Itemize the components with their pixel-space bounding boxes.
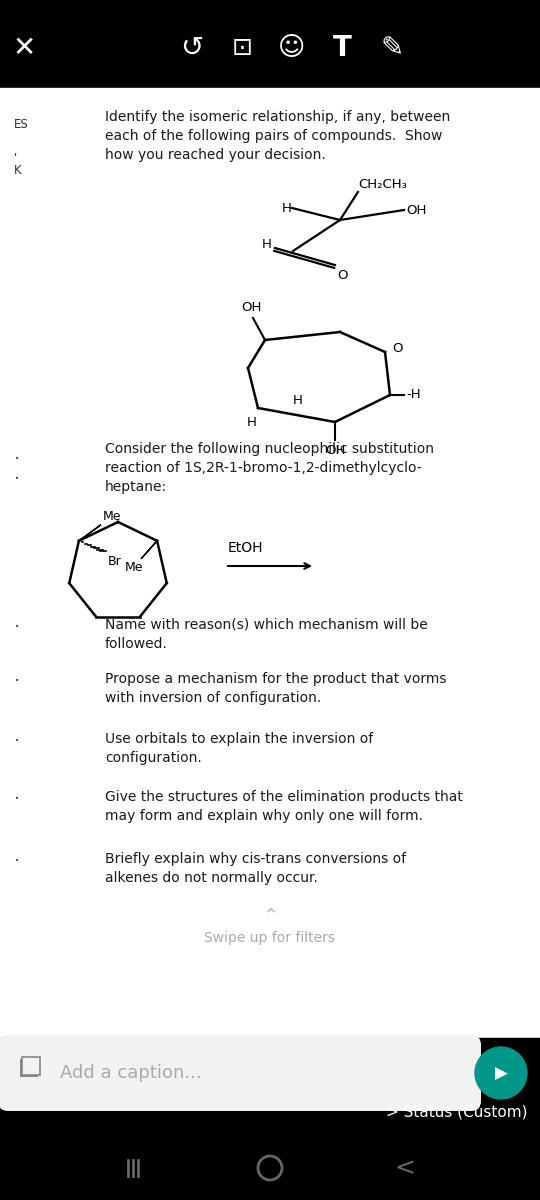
Text: ES: ES	[14, 118, 29, 131]
Text: Add a caption...: Add a caption...	[60, 1064, 201, 1082]
Text: ': '	[14, 152, 17, 164]
Text: Me: Me	[125, 560, 144, 574]
Text: T: T	[333, 34, 352, 62]
Bar	[0, 1038, 540, 1200]
Bar	[0, 88, 540, 1038]
Text: Name with reason(s) which mechanism will be
followed.: Name with reason(s) which mechanism will…	[105, 618, 428, 650]
Polygon shape	[141, 541, 157, 559]
Text: Briefly explain why cis-trans conversions of
alkenes do not normally occur.: Briefly explain why cis-trans conversion…	[105, 852, 406, 884]
Text: CH₂CH₃: CH₂CH₃	[358, 178, 407, 191]
Bar	[0, 0, 540, 88]
Circle shape	[475, 1046, 527, 1099]
Text: K: K	[14, 164, 22, 176]
Text: H: H	[262, 239, 272, 252]
Text: O: O	[337, 269, 348, 282]
Text: ✕: ✕	[12, 34, 36, 62]
Text: OH: OH	[406, 204, 427, 216]
Text: ·: ·	[14, 672, 21, 691]
Text: ·: ·	[14, 470, 21, 490]
Text: Use orbitals to explain the inversion of
configuration.: Use orbitals to explain the inversion of…	[105, 732, 373, 764]
Bar	[20, 1058, 38, 1078]
Text: ↺: ↺	[180, 34, 204, 62]
Text: ⊡: ⊡	[232, 36, 253, 60]
Text: ▶: ▶	[495, 1066, 508, 1082]
Text: H: H	[282, 202, 292, 215]
Text: Me: Me	[103, 510, 122, 523]
Polygon shape	[79, 524, 101, 541]
Text: > Status (Custom): > Status (Custom)	[387, 1104, 528, 1120]
Text: ☺: ☺	[278, 35, 306, 61]
Text: Swipe up for filters: Swipe up for filters	[205, 931, 335, 946]
Text: H: H	[293, 394, 303, 407]
Text: Give the structures of the elimination products that
may form and explain why on: Give the structures of the elimination p…	[105, 790, 463, 823]
Text: -H: -H	[406, 389, 421, 402]
Text: O: O	[392, 342, 402, 354]
Text: Propose a mechanism for the product that vorms
with inversion of configuration.: Propose a mechanism for the product that…	[105, 672, 447, 704]
Text: OH: OH	[325, 444, 345, 457]
Text: Br: Br	[108, 554, 122, 568]
Text: ·: ·	[14, 852, 21, 871]
Text: OH: OH	[241, 301, 261, 314]
Text: Identify the isomeric relationship, if any, between
each of the following pairs : Identify the isomeric relationship, if a…	[105, 110, 450, 162]
Text: ·: ·	[14, 790, 21, 809]
Text: Consider the following nucleophilic substitution
reaction of 1S,2R-1-bromo-1,2-d: Consider the following nucleophilic subs…	[105, 442, 434, 494]
Text: H: H	[247, 416, 257, 428]
Text: <: <	[395, 1156, 415, 1180]
Text: ·: ·	[14, 618, 21, 637]
Text: ⌃: ⌃	[262, 906, 278, 925]
Bar	[22, 1057, 40, 1075]
Text: EtOH: EtOH	[228, 541, 264, 554]
FancyBboxPatch shape	[0, 1034, 481, 1111]
Text: ✎: ✎	[380, 34, 403, 62]
Text: ·: ·	[14, 450, 21, 469]
Text: ·: ·	[14, 732, 21, 751]
